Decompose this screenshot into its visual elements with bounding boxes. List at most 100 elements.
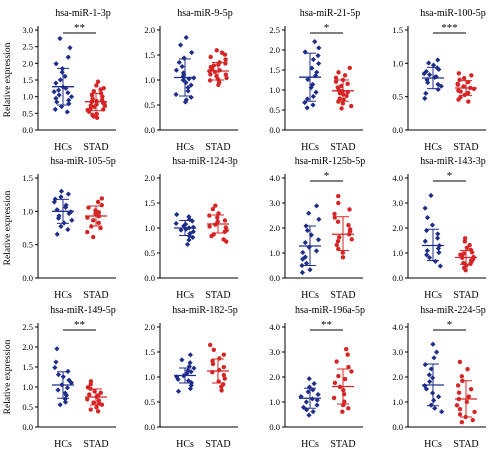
x-tick-label: HCs (54, 290, 72, 301)
data-point-stad (466, 394, 471, 399)
data-point-hcs (311, 381, 317, 387)
data-point-stad (342, 376, 348, 382)
data-point-hcs (303, 399, 309, 405)
data-point-hcs (183, 34, 189, 41)
data-point-hcs (185, 88, 191, 94)
data-point-stad (468, 247, 473, 253)
data-point-stad (90, 112, 95, 118)
data-point-stad (349, 237, 354, 242)
x-tick-label: STAD (205, 290, 230, 301)
data-point-hcs (190, 229, 196, 235)
panel-title: hsa-miR-224-5p (420, 305, 486, 316)
data-point-stad (223, 225, 228, 230)
data-point-hcs (56, 92, 62, 98)
y-tick-label: 0.0 (144, 422, 155, 432)
data-point-hcs (190, 224, 196, 230)
data-point-hcs (429, 222, 436, 228)
y-tick-label: 2.5 (22, 322, 33, 332)
x-tick-label: STAD (453, 439, 478, 450)
y-tick-label: 0.5 (269, 105, 280, 115)
y-tick-label: 1.0 (269, 248, 280, 258)
data-point-hcs (423, 68, 429, 75)
data-point-hcs (307, 267, 313, 273)
y-tick-label: 1.0 (392, 248, 403, 258)
data-point-hcs (187, 352, 193, 358)
data-point-stad (95, 409, 101, 414)
data-point-hcs (52, 106, 58, 113)
panel-title: hsa-miR-124-3p (172, 156, 238, 167)
y-tick-label: 0.0 (392, 273, 403, 283)
x-tick-label: HCs (176, 439, 194, 450)
panel-hsa-miR-9-5p: hsa-miR-9-5p 0.0 0.5 1.0 1.5 2.0 HCs STAD (144, 8, 238, 153)
data-point-stad (94, 111, 99, 117)
data-point-stad (91, 88, 97, 94)
panel-hsa-miR-149-5p: hsa-miR-149-5p 0.0 0.5 1.0 1.5 2.0 2.5 Relative… (3, 305, 116, 450)
data-point-stad (219, 50, 225, 55)
data-point-hcs (54, 99, 60, 105)
data-point-hcs (57, 77, 63, 83)
data-point-stad (467, 242, 472, 248)
significance-label: * (324, 170, 330, 182)
data-point-hcs (439, 409, 445, 415)
data-point-stad (339, 106, 344, 111)
data-point-stad (95, 79, 101, 84)
data-point-stad (99, 202, 104, 208)
data-point-hcs (435, 231, 441, 237)
y-tick-label: 0.5 (22, 402, 33, 412)
data-point-stad (85, 397, 90, 402)
data-point-hcs (310, 102, 316, 108)
data-point-hcs (306, 376, 312, 382)
data-point-hcs (314, 402, 320, 408)
y-tick-label: 0.0 (22, 422, 33, 432)
x-tick-label: STAD (83, 439, 108, 450)
data-point-hcs (434, 235, 441, 241)
data-point-stad (96, 210, 102, 215)
data-point-hcs (306, 210, 312, 216)
data-point-stad (101, 107, 106, 112)
data-point-stad (470, 417, 475, 423)
y-tick-label: 0.0 (22, 125, 33, 135)
panel-title: hsa-miR-143-3p (420, 156, 486, 167)
data-point-stad (207, 224, 212, 229)
data-point-hcs (309, 65, 315, 71)
data-point-hcs (63, 392, 70, 398)
data-point-hcs (66, 377, 72, 383)
panel-title: hsa-miR-196a-5p (295, 305, 365, 316)
data-point-hcs (53, 61, 59, 67)
y-tick-label: 2.0 (22, 58, 33, 68)
data-point-stad (88, 407, 93, 412)
data-point-hcs (308, 232, 314, 238)
panel-title: hsa-miR-105-5p (50, 156, 116, 167)
data-point-stad (100, 94, 105, 99)
data-point-hcs (57, 35, 63, 42)
data-point-stad (340, 409, 345, 414)
x-tick-label: HCs (424, 142, 442, 153)
data-point-hcs (424, 252, 430, 258)
data-point-hcs (422, 361, 428, 368)
data-point-stad (333, 75, 339, 80)
data-point-hcs (433, 349, 440, 355)
data-point-hcs (426, 72, 433, 78)
data-point-hcs (305, 389, 311, 395)
x-tick-label: STAD (83, 290, 108, 301)
data-point-hcs (178, 227, 184, 233)
data-point-stad (88, 103, 94, 108)
y-tick-label: 1.0 (22, 206, 33, 216)
data-point-stad (466, 99, 471, 104)
y-tick-label: 1.0 (269, 85, 280, 95)
y-tick-label: 2.0 (144, 25, 155, 35)
data-point-stad (89, 92, 95, 98)
data-point-hcs (310, 81, 316, 88)
data-point-stad (349, 103, 354, 109)
data-point-hcs (315, 237, 322, 243)
data-point-stad (99, 196, 105, 201)
data-point-stad (469, 73, 474, 78)
data-point-hcs (174, 211, 180, 218)
data-point-hcs (304, 227, 311, 234)
y-tick-label: 1.0 (392, 397, 403, 407)
data-point-hcs (185, 378, 192, 384)
data-point-stad (211, 63, 217, 68)
data-point-stad (339, 83, 344, 89)
y-tick-label: 0.5 (144, 248, 155, 258)
data-point-hcs (298, 394, 304, 400)
